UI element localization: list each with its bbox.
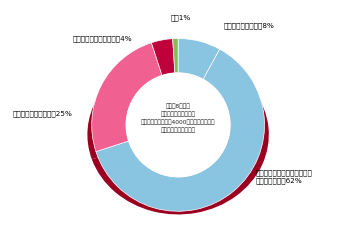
- Wedge shape: [150, 55, 175, 91]
- Circle shape: [126, 73, 230, 177]
- Wedge shape: [92, 43, 162, 152]
- Wedge shape: [173, 55, 178, 89]
- Wedge shape: [96, 49, 265, 211]
- Wedge shape: [88, 59, 162, 159]
- Wedge shape: [178, 38, 220, 80]
- Text: かなり気にしている8%: かなり気にしている8%: [224, 22, 274, 29]
- Text: （平成8年度）
渇水に関する実態調査
（首都圏に在住する4000人へアンケート）
建設省関東地方建設局: （平成8年度） 渇水に関する実態調査 （首都圏に在住する4000人へアンケート）…: [141, 104, 215, 133]
- Wedge shape: [173, 38, 178, 73]
- Wedge shape: [152, 39, 175, 76]
- Wedge shape: [92, 65, 269, 214]
- Text: なるべく無駄使いしないよう
気をつけている62%: なるべく無駄使いしないよう 気をつけている62%: [256, 169, 313, 184]
- Text: あまり気にしていない25%: あまり気にしていない25%: [12, 111, 72, 117]
- Text: 不明1%: 不明1%: [170, 15, 190, 21]
- Wedge shape: [178, 55, 222, 95]
- Text: 全く気にせず使っている4%: 全く気にせず使っている4%: [73, 35, 133, 42]
